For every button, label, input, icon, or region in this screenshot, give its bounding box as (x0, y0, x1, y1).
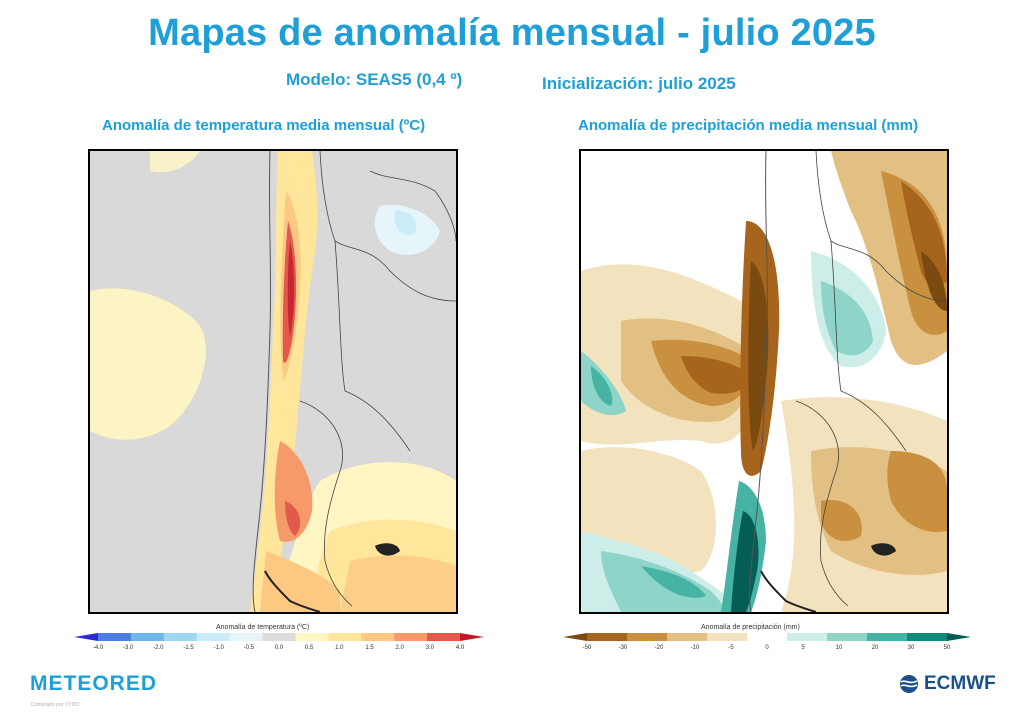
colorbar-tick-label: 10 (835, 645, 843, 651)
ecmwf-logo-text: ECMWF (924, 673, 996, 694)
colorbar-swatch (196, 633, 231, 641)
colorbar-swatch (361, 633, 395, 641)
colorbar-tick-label: 1.0 (335, 645, 344, 651)
model-label: Modelo: SEAS5 (0,4 º) (286, 70, 463, 89)
colorbar-swatch (587, 633, 628, 641)
temperature-panel-title: Anomalía de temperatura media mensual (º… (102, 117, 426, 134)
ecmwf-logo[interactable]: ECMWF (897, 672, 996, 696)
colorbar-tick-label: 5 (801, 645, 805, 651)
colorbar-swatch (98, 633, 132, 641)
temperature-map-graphic (90, 151, 456, 612)
colorbar-tick-label: -50 (582, 645, 592, 651)
colorbar-swatch (394, 633, 428, 641)
colorbar-swatch (295, 633, 329, 641)
colorbar-tick-label: 4.0 (455, 645, 465, 651)
colorbar-swatch (827, 633, 868, 641)
colorbar-extend-high (460, 633, 484, 641)
colorbar-tick-label: 0.5 (304, 645, 314, 651)
meteored-logo[interactable]: METEORED (30, 672, 158, 695)
colorbar-tick-label: -2.0 (153, 645, 164, 651)
precipitation-panel-title: Anomalía de precipitación media mensual … (578, 117, 919, 134)
colorbar-swatch (427, 633, 461, 641)
colorbar-swatch (787, 633, 828, 641)
init-label: Inicialización: julio 2025 (542, 74, 736, 93)
temperature-colorbar: Anomalía de temperatura (ºC) -4.0 -3.0 -2.… (74, 624, 484, 658)
colorbar-tick-label: 20 (871, 645, 879, 651)
page-title: Mapas de anomalía mensual - julio 2025 (148, 12, 876, 54)
colorbar-tick-label: -1.0 (213, 645, 224, 651)
colorbar-swatch (163, 633, 198, 641)
precipitation-colorbar: Anomalía de precipitación (mm) -50 -30 -20… (563, 624, 971, 658)
colorbar-tick-label: 1.5 (365, 645, 374, 651)
colorbar-extend-low (563, 633, 587, 641)
colorbar-swatch (707, 633, 748, 641)
temperature-colorbar-title: Anomalía de temperatura (ºC) (216, 624, 310, 631)
colorbar-tick-label: -4.0 (92, 645, 104, 651)
colorbar-tick-label: -0.5 (243, 645, 254, 651)
credit-text: Compilado por VYDO (31, 702, 80, 708)
colorbar-tick-label: 3.0 (425, 645, 434, 651)
temperature-colorbar-scale (74, 633, 484, 641)
colorbar-tick-label: -3.0 (122, 645, 134, 651)
colorbar-swatch (907, 633, 948, 641)
colorbar-swatch (229, 633, 264, 641)
ecmwf-wave-icon (900, 675, 918, 693)
colorbar-tick-label: 30 (907, 645, 915, 651)
colorbar-swatch (130, 633, 165, 641)
colorbar-extend-high (947, 633, 971, 641)
colorbar-tick-label: -5 (728, 645, 734, 651)
colorbar-tick-label: 0.0 (274, 645, 284, 651)
colorbar-tick-label: -20 (654, 645, 664, 651)
colorbar-extend-low (74, 633, 98, 641)
colorbar-tick-label: 0 (765, 645, 769, 651)
temperature-anomaly-map[interactable] (88, 149, 458, 614)
precipitation-colorbar-title: Anomalía de precipitación (mm) (701, 624, 800, 631)
precipitation-map-graphic (581, 151, 947, 612)
colorbar-swatch (328, 633, 362, 641)
colorbar-swatch (747, 633, 788, 641)
colorbar-tick-label: 50 (943, 645, 951, 651)
colorbar-tick-label: -30 (618, 645, 628, 651)
precipitation-colorbar-scale (563, 633, 971, 641)
colorbar-tick-label: -10 (690, 645, 700, 651)
colorbar-swatch (667, 633, 708, 641)
colorbar-swatch (262, 633, 296, 641)
colorbar-swatch (627, 633, 668, 641)
precipitation-anomaly-map[interactable] (579, 149, 949, 614)
colorbar-tick-label: 2.0 (395, 645, 404, 651)
colorbar-swatch (867, 633, 908, 641)
colorbar-tick-label: -1.5 (183, 645, 194, 651)
